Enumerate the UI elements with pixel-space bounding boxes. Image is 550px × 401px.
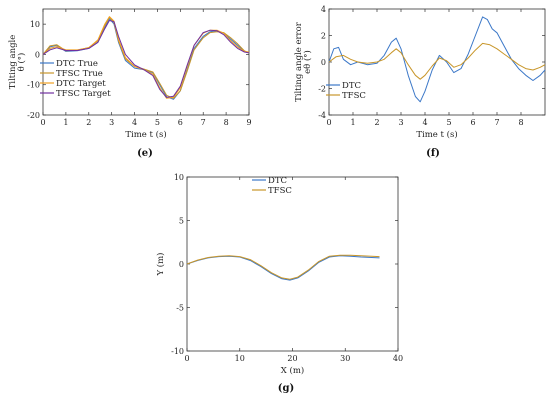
x-tick-label: 4: [132, 118, 137, 127]
x-tick-label: 0: [40, 118, 45, 127]
legend-entry: TFSC Target: [56, 89, 111, 99]
y-tick-label: 0: [35, 50, 40, 59]
legend-entry: DTC: [342, 81, 361, 91]
x-tick-label: 40: [393, 354, 403, 363]
x-tick-label: 2: [86, 118, 91, 127]
series-line-tfsc-target: [42, 20, 250, 98]
x-tick-label: 8: [224, 118, 229, 127]
y-axis-label: Tilting angle: [8, 35, 18, 90]
x-tick-label: 0: [326, 118, 331, 127]
x-tick-label: 4: [422, 118, 427, 127]
x-tick-label: 0: [184, 354, 189, 363]
x-tick-label: 3: [398, 118, 403, 127]
y-tick-label: -5: [176, 304, 184, 313]
plot-frame: [42, 8, 250, 116]
legend-entry: DTC True: [56, 59, 98, 69]
y-tick-label: 0: [321, 58, 326, 67]
x-tick-label: 5: [155, 118, 160, 127]
legend-entry: DTC: [268, 176, 287, 186]
x-tick-label: 10: [235, 354, 245, 363]
plot-frame: [186, 176, 399, 352]
x-tick-label: 6: [178, 118, 183, 127]
x-axis-label: X (m): [281, 365, 304, 376]
legend-entry: TFSC: [342, 91, 366, 101]
x-tick-label: 3: [109, 118, 114, 127]
legend-entry: TFSC True: [56, 69, 103, 79]
x-tick-label: 1: [63, 118, 68, 127]
y-tick-label: 0: [179, 260, 184, 269]
series-line-dtc-target: [42, 16, 250, 99]
x-axis-label: Time t (s): [125, 129, 166, 140]
x-tick-label: 1: [350, 118, 355, 127]
x-tick-label: 20: [287, 354, 297, 363]
y-tick-label: 10: [174, 173, 184, 182]
x-tick-label: 30: [340, 354, 350, 363]
y-tick-label: 10: [30, 20, 40, 29]
panel-label: (e): [137, 148, 153, 159]
x-tick-label: 5: [446, 118, 451, 127]
x-tick-label: 7: [494, 118, 499, 127]
series-line-tfsc: [186, 254, 380, 280]
series-line-dtc: [328, 16, 546, 103]
y-axis-label-symbol: θ (°): [16, 53, 27, 72]
series-line-tfsc: [328, 42, 546, 80]
y-tick-label: 2: [321, 32, 326, 41]
y-tick-label: -2: [318, 85, 326, 94]
y-axis-label-symbol: eθ (°): [302, 50, 313, 74]
x-tick-label: 2: [374, 118, 379, 127]
y-tick-label: 4: [321, 5, 326, 14]
y-tick-label: -20: [27, 111, 40, 120]
y-tick-label: -10: [27, 81, 40, 90]
x-tick-label: 9: [246, 118, 251, 127]
legend-entry: TFSC: [268, 186, 292, 196]
y-axis-label: Y (m): [155, 252, 166, 276]
x-tick-label: 6: [470, 118, 475, 127]
y-tick-label: -4: [318, 111, 326, 120]
x-tick-label: 8: [518, 118, 523, 127]
series-line-dtc: [186, 255, 380, 281]
legend-entry: DTC Target: [56, 79, 106, 89]
x-tick-label: 7: [201, 118, 206, 127]
panel-label: (g): [278, 383, 294, 394]
y-tick-label: 5: [179, 217, 184, 226]
y-axis-label: Tilting angle error: [294, 21, 304, 102]
panel-label: (f): [426, 148, 440, 159]
x-axis-label: Time t (s): [416, 129, 457, 140]
y-tick-label: -10: [171, 347, 184, 356]
